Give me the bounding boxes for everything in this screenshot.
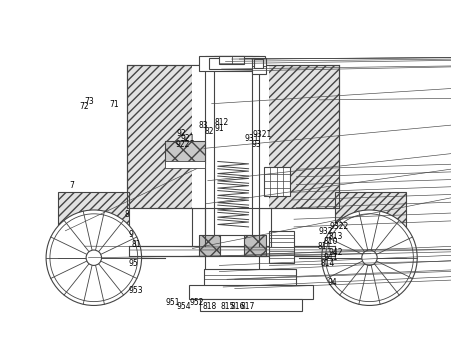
Text: 94: 94 <box>327 278 337 287</box>
Text: 954: 954 <box>176 302 190 311</box>
Bar <box>165 141 205 164</box>
Text: 73: 73 <box>84 97 94 106</box>
Bar <box>188 285 313 299</box>
Bar <box>57 192 129 278</box>
Text: 71: 71 <box>109 100 119 109</box>
Text: 942: 942 <box>328 248 343 257</box>
Bar <box>213 56 251 234</box>
Text: 81: 81 <box>131 240 140 249</box>
Text: 952: 952 <box>189 298 204 307</box>
Text: 7: 7 <box>69 181 74 190</box>
Text: 815: 815 <box>221 302 235 311</box>
Text: 811: 811 <box>317 243 331 251</box>
Text: 818: 818 <box>202 302 216 311</box>
Text: 9322: 9322 <box>329 222 348 231</box>
Text: 83: 83 <box>198 121 207 131</box>
Text: 932: 932 <box>318 227 332 236</box>
Bar <box>200 299 301 311</box>
Text: 93: 93 <box>251 140 261 149</box>
Text: 813: 813 <box>328 232 342 241</box>
Text: 817: 817 <box>240 302 255 311</box>
Bar <box>334 192 405 278</box>
Bar <box>269 231 293 263</box>
Text: 8: 8 <box>124 210 129 219</box>
Text: 921: 921 <box>180 134 195 143</box>
Circle shape <box>361 250 376 265</box>
Bar <box>263 167 290 196</box>
Text: 91: 91 <box>214 124 224 133</box>
Bar <box>198 234 220 256</box>
Text: 951: 951 <box>165 298 179 307</box>
Bar <box>127 65 338 208</box>
Bar <box>165 161 205 168</box>
Text: 82: 82 <box>204 127 213 136</box>
Text: 9: 9 <box>129 230 133 239</box>
Bar <box>198 56 264 71</box>
Text: 922: 922 <box>175 140 189 149</box>
Text: 92: 92 <box>176 129 185 138</box>
Text: 816: 816 <box>230 302 244 311</box>
Text: 814: 814 <box>319 259 334 268</box>
Circle shape <box>321 210 416 305</box>
Text: 941: 941 <box>323 253 337 262</box>
Circle shape <box>46 210 141 305</box>
Bar <box>192 65 269 208</box>
Bar <box>253 59 262 68</box>
Bar <box>198 234 220 256</box>
Bar <box>129 246 334 256</box>
Bar <box>203 269 296 286</box>
Bar <box>165 141 205 164</box>
Bar <box>219 56 244 64</box>
Bar <box>244 234 265 256</box>
Bar <box>208 58 254 69</box>
Text: 72: 72 <box>79 102 88 112</box>
Text: 95: 95 <box>129 259 138 268</box>
Text: 812: 812 <box>214 118 228 127</box>
Text: 953: 953 <box>129 286 143 295</box>
Bar <box>244 234 265 256</box>
Circle shape <box>86 250 101 265</box>
Text: 931: 931 <box>244 134 258 143</box>
Text: 9321: 9321 <box>252 130 272 139</box>
Text: 810: 810 <box>323 237 337 246</box>
Bar <box>205 56 259 281</box>
Bar <box>251 58 265 74</box>
